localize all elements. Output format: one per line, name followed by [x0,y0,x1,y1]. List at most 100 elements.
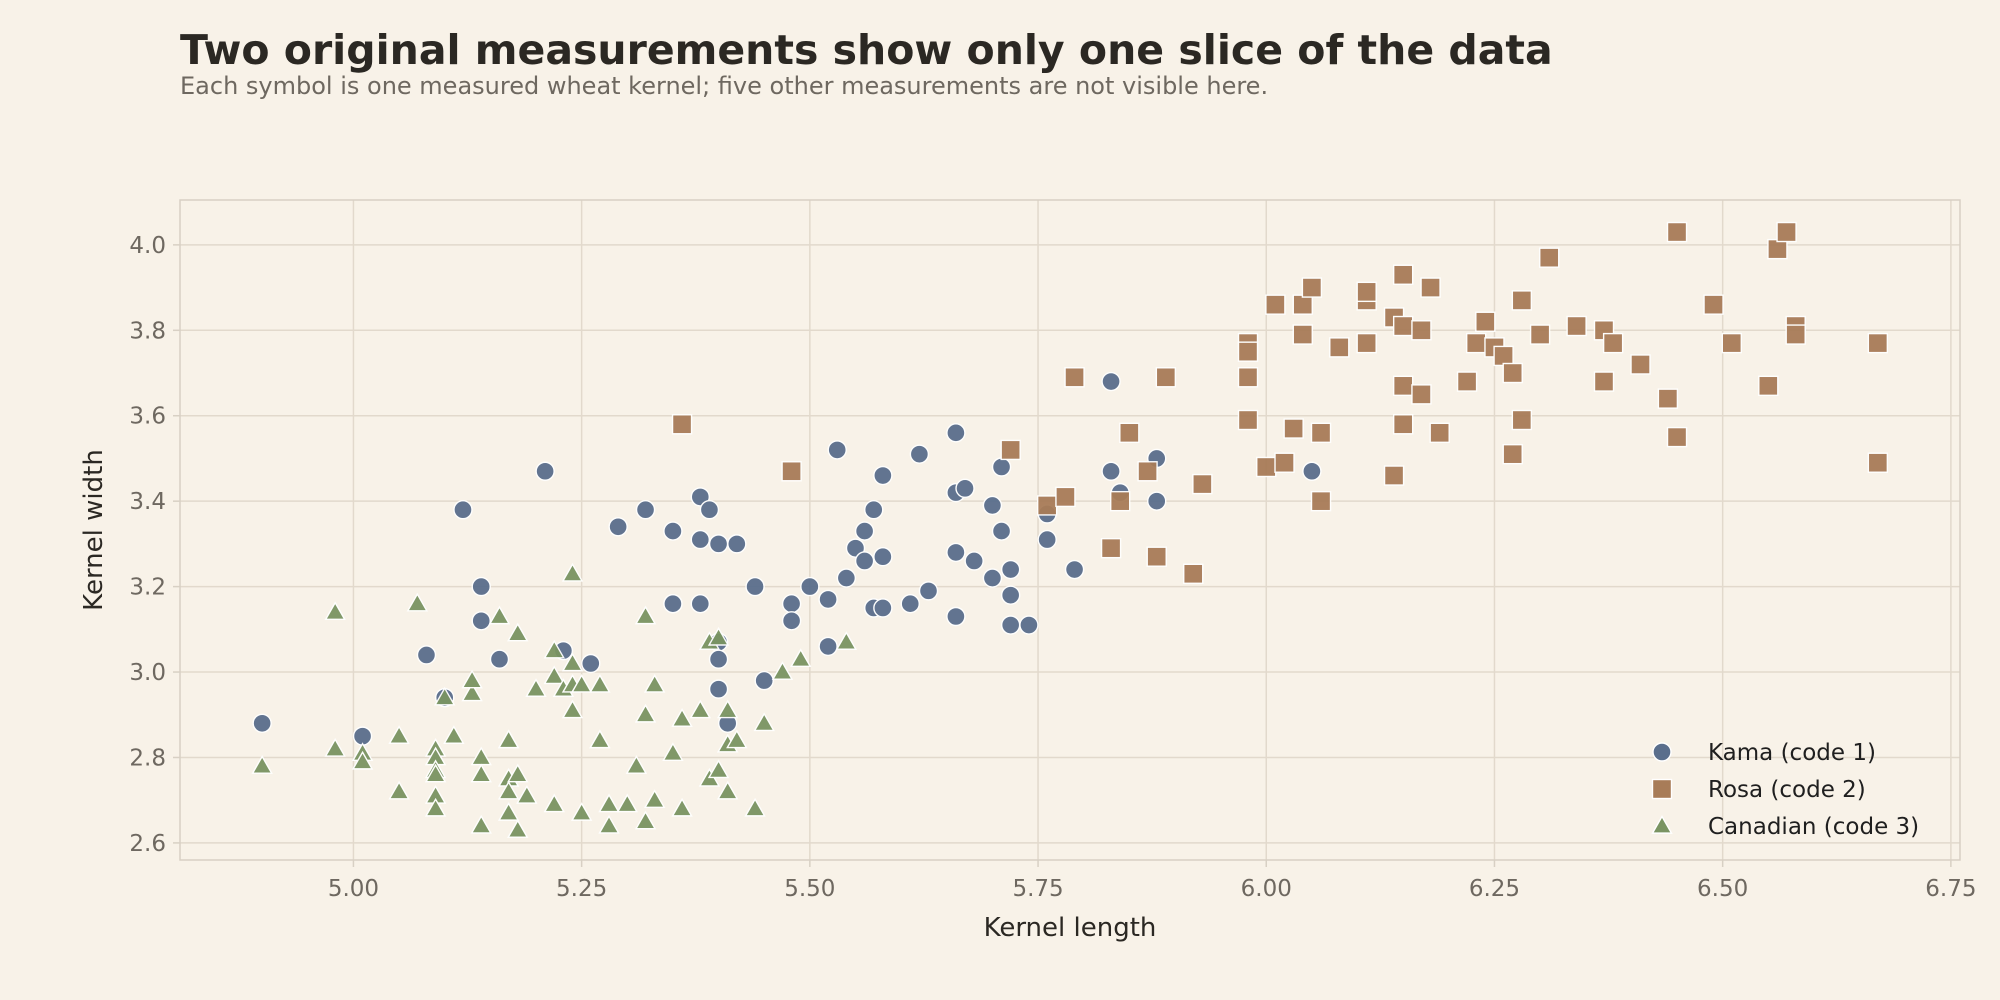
x-tick-label: 5.50 [784,876,835,902]
triangle-point [434,686,456,706]
triangle-point [561,652,584,672]
circle-point [836,568,857,588]
square-point [1867,332,1889,354]
y-tick-label: 4.0 [129,233,166,259]
square-point [1283,418,1304,439]
square-point [1329,337,1350,358]
x-tick-label: 5.25 [556,876,607,902]
triangle-point [561,699,584,719]
square-point [1429,422,1450,444]
circle-point [416,645,437,665]
triangle-point [543,639,565,659]
triangle-point [835,631,858,650]
circle-point [608,517,628,537]
triangle-point [251,755,273,774]
square-point [1602,332,1624,354]
x-tick-label: 6.25 [1469,876,1520,902]
circle-point [781,593,802,614]
square-point [1292,294,1313,315]
triangle-point [406,592,429,612]
triangle-point [589,673,611,693]
triangle-point [643,673,666,693]
square-point [1356,332,1377,354]
y-tick-label: 2.6 [129,831,166,857]
triangle-point [525,678,547,697]
tick-labels: 5.00 5.25 5.50 5.75 6.00 6.25 6.50 6.75 2.6 2.8 3.… [129,233,1976,902]
triangle-point [388,780,410,800]
square-point [1310,490,1332,512]
triangle-point [634,605,657,625]
triangle-point [707,626,730,646]
circle-point [535,461,555,481]
square-point [1758,375,1779,397]
triangle-point [497,729,520,749]
square-point [1767,238,1788,260]
circle-point [1101,461,1121,481]
legend-marker-triangle [1651,815,1673,834]
square-point [781,461,802,482]
circle-point [708,679,729,699]
square-point [1274,452,1295,473]
circle-point [827,440,847,460]
circle-point [991,521,1012,541]
triangle-point [461,669,483,689]
triangle-point [753,712,775,732]
circle-point [1147,491,1167,511]
triangle-point [643,789,666,809]
triangle-point [716,699,739,719]
data-points [251,221,1889,838]
circle-point [873,546,893,567]
circle-point [818,589,838,610]
triangle-point [689,699,712,719]
square-point [1256,456,1277,478]
triangle-point [324,738,346,757]
square-point [1100,537,1122,559]
circle-point [690,529,711,550]
triangle-point [716,780,739,800]
square-point [1466,332,1487,354]
circle-point [946,606,966,627]
plot-frame [179,199,1961,861]
y-tick-label: 3.2 [129,575,166,601]
square-point [1511,290,1533,311]
x-tick-label: 6.00 [1241,876,1292,902]
circle-point [471,611,491,631]
triangle-point [707,759,730,779]
circle-point [581,653,601,674]
square-point [1292,324,1313,345]
y-axis-label: Kernel width [79,449,109,611]
x-tick-label: 5.00 [328,876,379,902]
triangle-point [470,814,492,834]
square-point [1666,426,1688,448]
triangle-point [771,661,794,680]
square-point [1511,409,1533,431]
square-point [671,414,693,435]
circle-point [955,478,975,499]
triangle-point [470,746,492,766]
circle-point [873,465,893,486]
circle-point [1019,615,1039,635]
triangle-point [470,763,492,783]
legend-marker-circle [1652,742,1672,762]
circle-point [1000,559,1021,580]
circle-point [818,636,838,657]
triangle-point [424,797,447,817]
triangle-point [589,729,611,749]
square-point [1456,371,1478,392]
square-point [1420,277,1441,298]
circle-point [1064,559,1085,580]
legend-marker-square [1651,778,1673,800]
circle-point [1000,615,1021,635]
square-point [1265,294,1286,315]
circle-point [699,500,720,520]
square-point [1237,341,1259,362]
square-point [1529,324,1551,345]
square-point [1785,324,1806,345]
circle-point [745,576,765,597]
triangle-point [388,725,410,744]
circle-point [727,534,747,554]
triangle-point [488,605,511,625]
square-point [1493,345,1514,367]
triangle-point [790,648,812,668]
